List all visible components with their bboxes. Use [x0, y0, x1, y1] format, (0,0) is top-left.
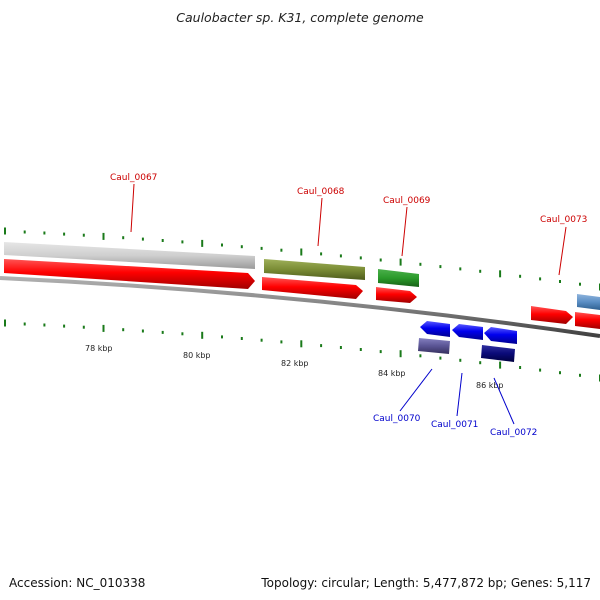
- gene-bar-caul-0072[interactable]: [481, 345, 515, 362]
- tick-label-80kbp: 80 kbp: [183, 351, 211, 360]
- gene-arrow-caul-0073[interactable]: [531, 306, 573, 324]
- map-title: Caulobacter sp. K31, complete genome: [176, 10, 424, 25]
- feature-bar-gray: [4, 242, 255, 269]
- gene-label-caul-0071[interactable]: Caul_0071: [431, 420, 478, 430]
- leader-line-caul-0070: [399, 368, 433, 412]
- gene-arrow-caul-0067[interactable]: [4, 259, 255, 289]
- leader-line-caul-0068: [317, 197, 323, 247]
- leader-line-caul-0069: [401, 206, 408, 257]
- feature-bar-steelblue: [577, 294, 600, 310]
- gene-arrow-caul-0069[interactable]: [376, 287, 417, 303]
- tick-label-86kbp: 86 kbp: [476, 381, 504, 390]
- leader-line-caul-0073: [558, 226, 567, 276]
- forward-genes: [4, 259, 600, 329]
- tick-label-78kbp: 78 kbp: [85, 344, 113, 353]
- gene-arrow-caul-0071[interactable]: [452, 324, 483, 340]
- lower-tick-track: [4, 319, 600, 382]
- accession-text: Accession: NC_010338: [9, 576, 146, 590]
- forward-gene-labels: Caul_0067 Caul_0068 Caul_0069 Caul_0073: [110, 173, 587, 276]
- leader-line-caul-0072: [493, 377, 515, 425]
- leader-line-caul-0067: [130, 183, 135, 233]
- gene-label-caul-0067[interactable]: Caul_0067: [110, 173, 157, 183]
- gene-label-caul-0068[interactable]: Caul_0068: [297, 187, 345, 197]
- genome-summary-text: Topology: circular; Length: 5,477,872 bp…: [261, 576, 591, 590]
- scale-labels: 78 kbp 80 kbp 82 kbp 84 kbp 86 kbp: [85, 344, 504, 390]
- reverse-genes: [418, 321, 517, 362]
- gene-label-caul-0069[interactable]: Caul_0069: [383, 196, 431, 206]
- tick-label-84kbp: 84 kbp: [378, 369, 406, 378]
- genome-backbone: [0, 276, 600, 338]
- gene-label-caul-0073[interactable]: Caul_0073: [540, 215, 587, 225]
- gene-arrow-blue-1[interactable]: [420, 321, 450, 337]
- feature-bar-green: [378, 269, 419, 287]
- tick-label-82kbp: 82 kbp: [281, 359, 309, 368]
- gene-arrow-red-partial[interactable]: [575, 312, 600, 329]
- upper-tick-track: [4, 227, 600, 291]
- feature-bar-olive: [264, 259, 365, 280]
- gene-label-caul-0072[interactable]: Caul_0072: [490, 428, 537, 438]
- gene-arrow-blue-3[interactable]: [484, 327, 517, 344]
- reverse-gene-labels: Caul_0070 Caul_0071 Caul_0072: [373, 368, 537, 438]
- gene-arrow-caul-0068[interactable]: [262, 277, 363, 299]
- gene-label-caul-0070[interactable]: Caul_0070: [373, 414, 421, 424]
- gene-bar-caul-0070[interactable]: [418, 338, 450, 354]
- leader-line-caul-0071: [456, 372, 463, 417]
